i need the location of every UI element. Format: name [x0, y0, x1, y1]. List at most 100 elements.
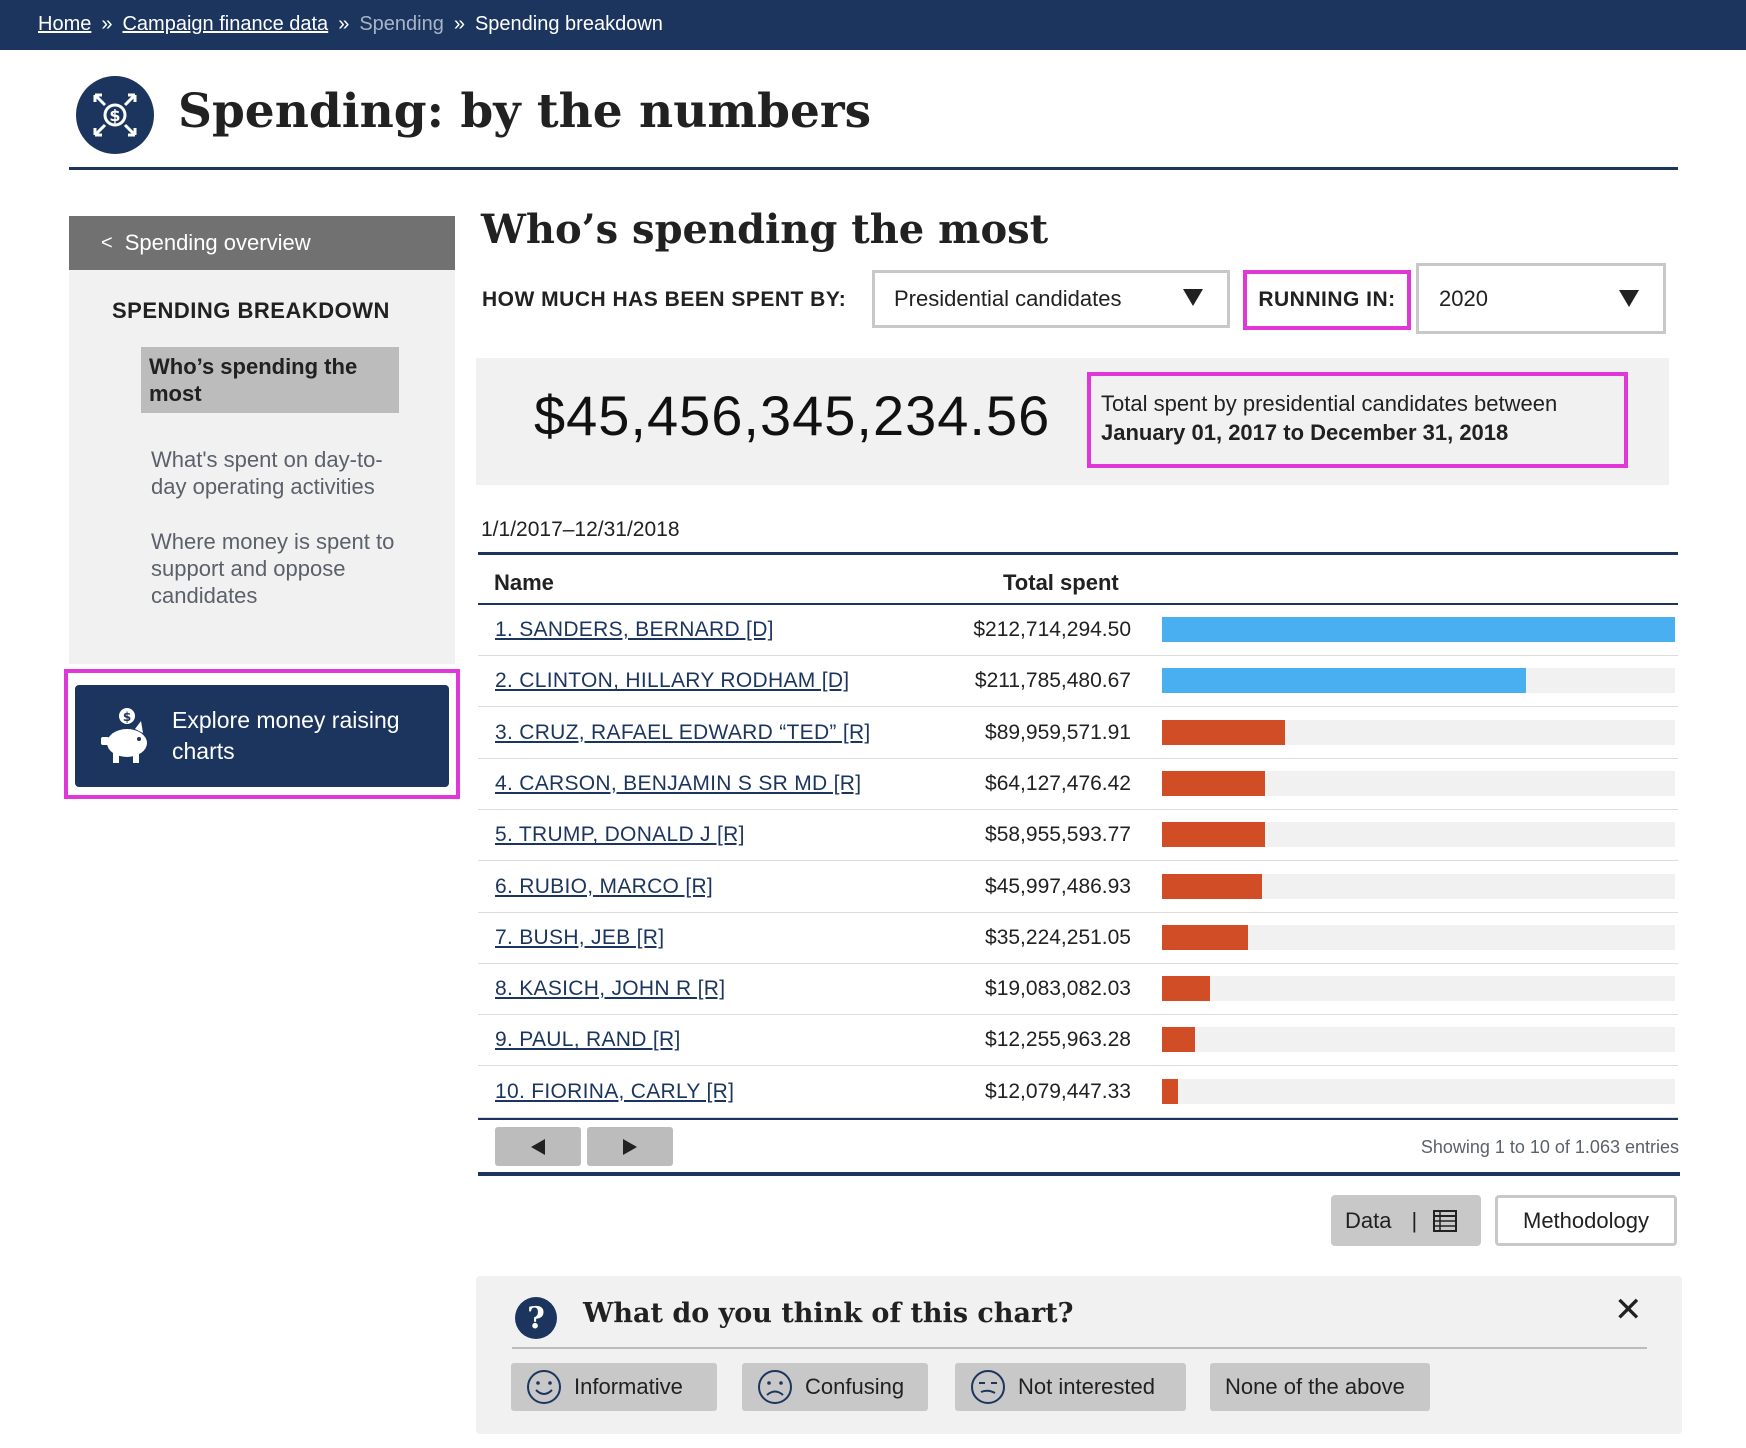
triangle-left-icon [531, 1138, 545, 1155]
bar-track [1162, 822, 1675, 848]
candidate-link[interactable]: 9. PAUL, RAND [R] [495, 1028, 681, 1052]
data-button-separator: | [1411, 1207, 1418, 1233]
candidate-link[interactable]: 6. RUBIO, MARCO [R] [495, 874, 714, 898]
spent-by-label: HOW MUCH HAS BEEN SPENT BY: [482, 288, 847, 311]
total-summary-box [476, 358, 1669, 485]
bar-track [1162, 719, 1675, 745]
spending-bar [1162, 719, 1286, 745]
section-title: Who’s spending the most [481, 206, 1049, 253]
feedback-informative-button[interactable]: Informative [511, 1363, 717, 1411]
spending-bar [1162, 976, 1210, 1002]
previous-page-button[interactable] [495, 1127, 581, 1166]
total-spent-value: $58,955,593.77 [985, 823, 1131, 847]
column-header-total: Total spent [1003, 570, 1119, 595]
candidate-link[interactable]: 1. SANDERS, BERNARD [D] [495, 618, 774, 641]
total-spent-value: $35,224,251.05 [985, 925, 1131, 949]
feedback-not-interested-button[interactable]: Not interested [955, 1363, 1186, 1411]
sidebar-item-operating-activities[interactable]: What's spent on day-to-day operating act… [151, 447, 383, 499]
running-in-value: 2020 [1439, 285, 1488, 311]
total-amount: $45,456,345,234.56 [534, 384, 1051, 447]
spending-bar [1162, 1027, 1195, 1053]
spent-by-select[interactable]: Presidential candidates [872, 270, 1230, 328]
dollar-arrows-icon: $ [76, 76, 154, 154]
total-description-dates: January 01, 2017 to December 31, 2018 [1101, 420, 1509, 445]
caret-down-icon [1183, 289, 1203, 306]
candidate-link[interactable]: 4. CARSON, BENJAMIN S SR MD [R] [495, 771, 862, 795]
total-spent-value: $12,079,447.33 [985, 1079, 1131, 1103]
date-range: 1/1/2017–12/31/2018 [481, 518, 680, 541]
piggy-bank-icon: $ [101, 708, 147, 763]
bar-track [1162, 770, 1675, 796]
breadcrumb: Home » Campaign finance data » Spending » Spen… [38, 13, 663, 36]
next-page-button[interactable] [587, 1127, 673, 1166]
title-divider [69, 167, 1678, 170]
total-spent-value: $211,785,480.67 [974, 669, 1131, 693]
spending-bar [1162, 770, 1265, 796]
explore-highlight [64, 669, 460, 799]
total-description: Total spent by presidential candidates b… [1087, 372, 1628, 468]
total-spent-value: $12,255,963.28 [985, 1028, 1131, 1052]
table-icon [1433, 1209, 1458, 1232]
candidate-link[interactable]: 5. TRUMP, DONALD J [R] [495, 823, 745, 847]
feedback-option-label: Informative [574, 1374, 683, 1399]
table-row: 1. SANDERS, BERNARD [D] $212,714,294.50 [478, 605, 1678, 656]
table-footer-rule [478, 1172, 1680, 1176]
breadcrumb-home-link[interactable]: Home [38, 13, 92, 35]
table-row: 3. CRUZ, RAFAEL EDWARD “TED” [R] $89,959,… [478, 708, 1678, 759]
spending-overview-link[interactable]: < Spending overview [69, 216, 455, 270]
spending-bar [1162, 924, 1249, 950]
candidate-link[interactable]: 7. BUSH, JEB [R] [495, 925, 665, 949]
table-row: 6. RUBIO, MARCO [R] $45,997,486.93 [478, 862, 1678, 913]
breadcrumb-spending[interactable]: Spending [359, 13, 444, 35]
triangle-right-icon [623, 1138, 637, 1155]
breadcrumb-separator: » [338, 13, 350, 35]
explore-label: Explore money raising charts [172, 707, 400, 764]
table-row: 9. PAUL, RAND [R] $12,255,963.28 [478, 1015, 1678, 1067]
svg-text:$: $ [123, 710, 131, 724]
bar-track [1162, 1078, 1675, 1104]
spending-bar [1162, 617, 1675, 642]
feedback-confusing-button[interactable]: Confusing [742, 1363, 928, 1411]
total-spent-value: $64,127,476.42 [985, 771, 1131, 795]
total-spent-value: $19,083,082.03 [985, 977, 1131, 1001]
question-icon: ? [515, 1297, 557, 1339]
breadcrumb-campaign-link[interactable]: Campaign finance data [122, 13, 329, 35]
bar-track [1162, 1027, 1675, 1053]
running-in-select[interactable]: 2020 [1416, 263, 1666, 334]
chevron-left-icon: < [101, 231, 113, 254]
methodology-button[interactable]: Methodology [1495, 1195, 1677, 1246]
table-bottom-rule [478, 1118, 1678, 1120]
feedback-option-label: Confusing [805, 1374, 905, 1399]
total-spent-value: $212,714,294.50 [973, 618, 1131, 641]
feedback-option-label: None of the above [1225, 1374, 1405, 1399]
table-top-rule [478, 552, 1678, 555]
close-icon[interactable]: ✕ [1614, 1291, 1643, 1329]
candidate-link[interactable]: 2. CLINTON, HILLARY RODHAM [D] [495, 669, 850, 693]
table-header-rule [478, 603, 1678, 605]
bored-face-icon [971, 1370, 1005, 1404]
sidebar: < Spending overview SPENDING BREAKDOWN W… [69, 216, 455, 664]
frown-face-icon [758, 1370, 792, 1404]
smile-face-icon [527, 1370, 561, 1404]
svg-text:$: $ [109, 106, 120, 125]
total-spent-value: $45,997,486.93 [985, 874, 1131, 898]
breadcrumb-separator: » [101, 13, 113, 35]
spending-bar [1162, 822, 1265, 848]
sidebar-item-whos-spending[interactable]: Who’s spending the most [141, 347, 399, 413]
table-row: 8. KASICH, JOHN R [R] $19,083,082.03 [478, 964, 1678, 1016]
data-button[interactable]: Data | [1331, 1195, 1481, 1246]
table-row: 10. FIORINA, CARLY [R] $12,079,447.33 [478, 1067, 1678, 1118]
candidate-link[interactable]: 3. CRUZ, RAFAEL EDWARD “TED” [R] [495, 720, 871, 744]
explore-money-raising-button[interactable]: $ Explore money raising charts [75, 685, 449, 787]
candidate-link[interactable]: 10. FIORINA, CARLY [R] [495, 1079, 735, 1103]
feedback-none-button[interactable]: None of the above [1210, 1363, 1430, 1411]
feedback-option-label: Not interested [1018, 1374, 1155, 1399]
total-spent-value: $89,959,571.91 [985, 720, 1131, 744]
entries-count: Showing 1 to 10 of 1.063 entries [1420, 1137, 1679, 1157]
running-in-label: RUNNING IN: [1243, 270, 1411, 330]
column-header-name: Name [494, 570, 554, 595]
candidate-link[interactable]: 8. KASICH, JOHN R [R] [495, 977, 726, 1001]
sidebar-item-support-oppose[interactable]: Where money is spent to support and oppo… [151, 529, 395, 608]
table-row: 5. TRUMP, DONALD J [R] $58,955,593.77 [478, 810, 1678, 862]
bar-track [1162, 976, 1675, 1002]
